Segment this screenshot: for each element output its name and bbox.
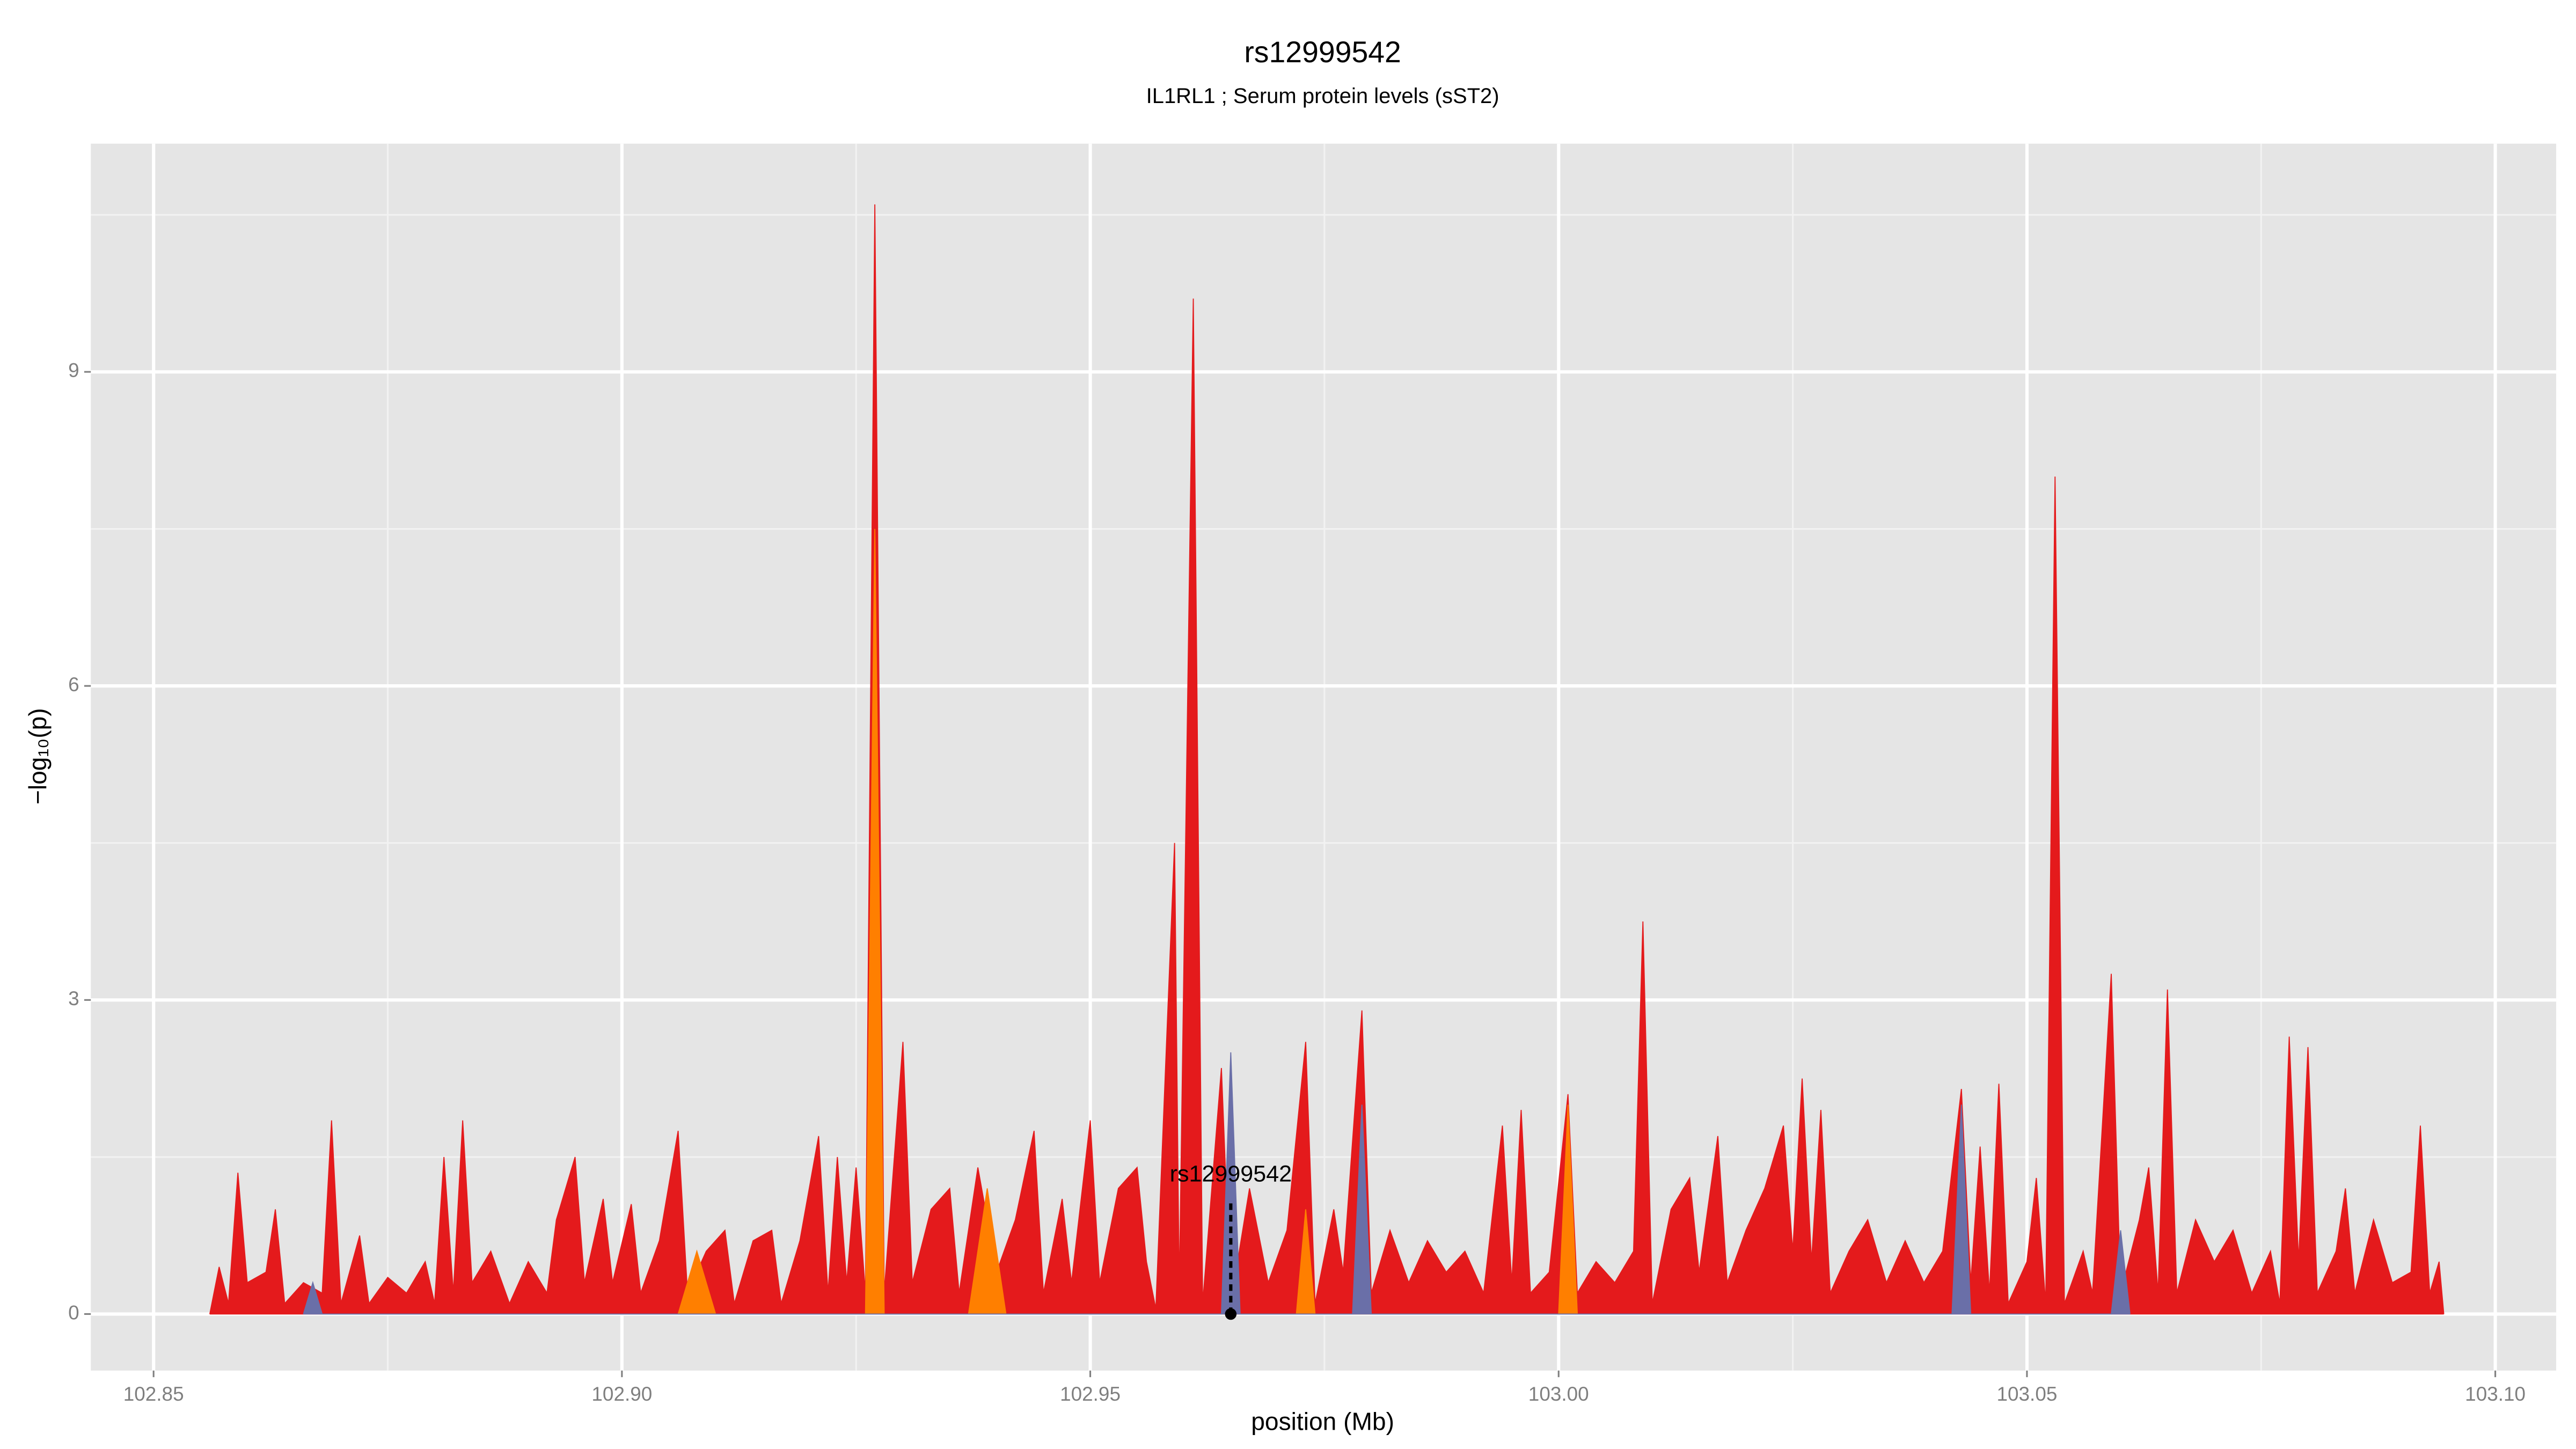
highlight-point (1225, 1308, 1237, 1320)
marks (209, 204, 2445, 1315)
y-tick-label: 9 (68, 360, 79, 382)
chart-subtitle: IL1RL1 ; Serum protein levels (sST2) (1146, 84, 1499, 108)
area (209, 204, 2445, 1315)
y-axis-label: −log₁₀(p) (24, 708, 52, 804)
x-tick-label: 103.05 (1996, 1383, 2057, 1405)
x-tick-label: 103.10 (2465, 1383, 2526, 1405)
x-tick-label: 103.00 (1528, 1383, 1589, 1405)
chart-title: rs12999542 (1244, 35, 1401, 69)
y-tick-label: 0 (68, 1301, 79, 1323)
x-tick-label: 102.95 (1060, 1383, 1121, 1405)
x-tick-label: 102.90 (591, 1383, 652, 1405)
x-axis-label: position (Mb) (1251, 1407, 1394, 1435)
panel (91, 143, 2557, 1371)
area (303, 1052, 2131, 1315)
x-tick-label: 102.85 (123, 1383, 184, 1405)
highlight-label: rs12999542 (1170, 1161, 1292, 1187)
y-tick-label: 6 (68, 674, 79, 696)
y-tick-label: 3 (68, 987, 79, 1009)
